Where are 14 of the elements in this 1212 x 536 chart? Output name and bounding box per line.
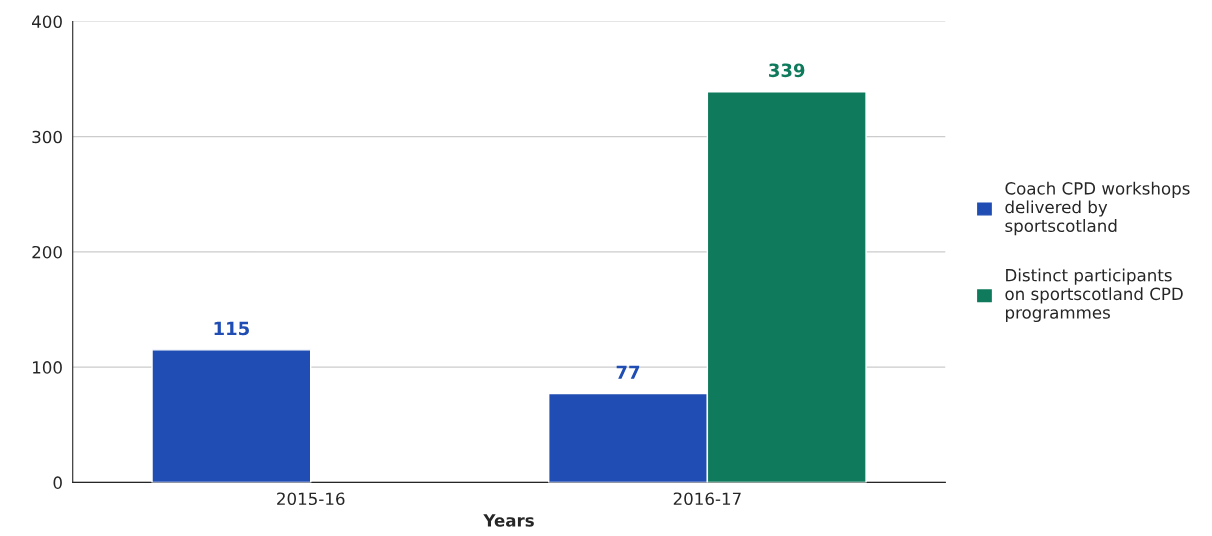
x-axis-title: Years [483, 514, 534, 527]
bar [151, 349, 312, 483]
data-label: 115 [214, 321, 249, 336]
legend-label: Coach CPD workshops delivered by sportscotland [1005, 181, 1190, 236]
data-label: 339 [769, 63, 805, 78]
y-tick-label: 300 [32, 130, 62, 144]
legend-label: Distinct participants on sportscotland CPD programmes [1005, 268, 1183, 323]
y-tick-label: 100 [33, 361, 62, 374]
y-tick-label: 200 [32, 245, 62, 259]
y-tick-label: 400 [32, 15, 62, 29]
x-tick-label: 2015-16 [277, 492, 345, 506]
data-label: 77 [616, 365, 640, 379]
x-tick-label: 2016-17 [673, 492, 741, 506]
y-tick-label: 0 [53, 476, 62, 489]
